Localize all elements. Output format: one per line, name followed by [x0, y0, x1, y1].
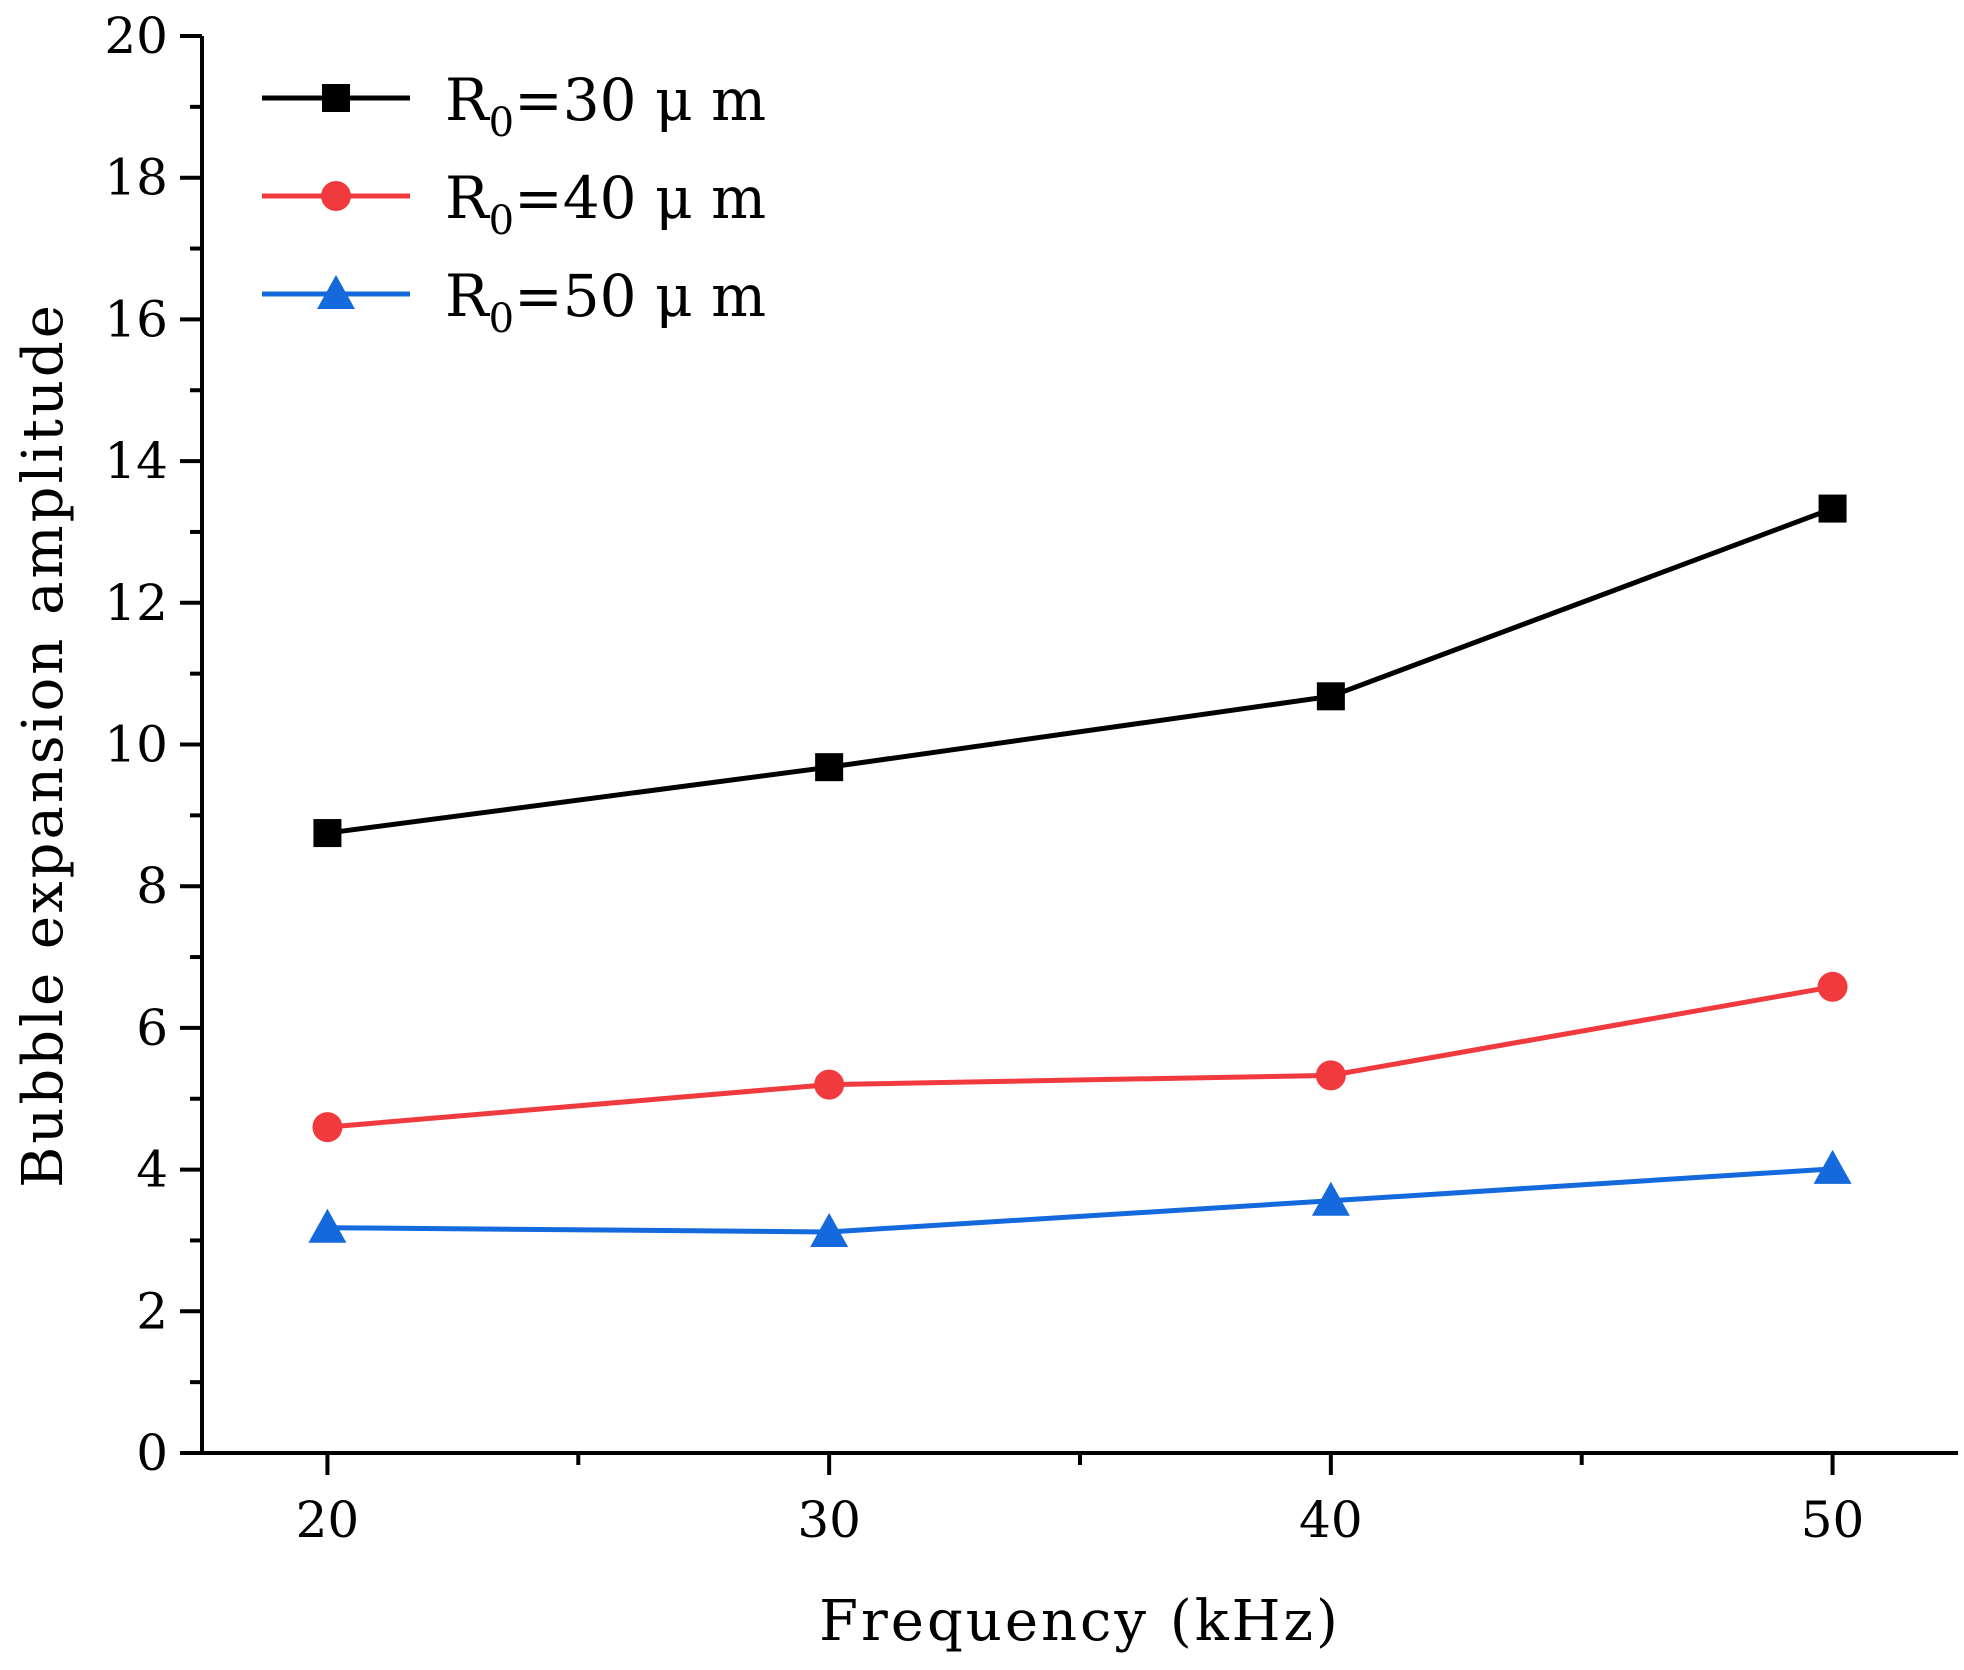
data-point-marker — [1316, 682, 1345, 711]
y-tick-label: 16 — [104, 290, 168, 348]
legend-label-rest: =50 μ m — [514, 262, 766, 330]
x-tick-label: 30 — [797, 1491, 861, 1549]
legend-label: R0=30 μ m — [445, 66, 766, 146]
legend-label-main: R — [445, 66, 491, 134]
legend-label-main: R — [445, 164, 491, 232]
data-point-marker — [1311, 1181, 1350, 1216]
x-axis-title: Frequency (kHz) — [819, 1589, 1341, 1654]
series-line — [327, 506, 1834, 836]
series-line — [327, 984, 1834, 1130]
data-point-marker — [815, 753, 844, 782]
data-point-marker — [308, 1208, 347, 1243]
data-point-marker — [312, 1112, 343, 1143]
y-ticks: 0 2 4 6 8 10 12 14 16 18 20 — [104, 7, 202, 1482]
series-group — [308, 494, 1852, 1247]
y-tick-label: 14 — [104, 432, 168, 490]
legend-label-sub: 0 — [489, 296, 514, 342]
data-point-marker — [313, 819, 342, 848]
legend-marker — [321, 181, 351, 211]
series-3 — [308, 1149, 1852, 1247]
data-point-marker — [1315, 1060, 1346, 1091]
data-point-marker — [1813, 1149, 1852, 1184]
y-tick-label: 18 — [104, 149, 168, 207]
x-ticks: 20 30 40 50 — [296, 1453, 1865, 1549]
y-axis-title: Bubble expansion amplitude — [11, 302, 76, 1188]
series-line — [327, 1166, 1833, 1235]
y-tick-label: 10 — [104, 716, 168, 774]
x-tick-label: 40 — [1299, 1491, 1363, 1549]
series-1 — [313, 494, 1847, 848]
data-point-marker — [1817, 971, 1848, 1002]
y-tick-label: 6 — [136, 999, 168, 1057]
data-point-marker — [810, 1212, 849, 1247]
legend: R0=30 μ mR0=40 μ mR0=50 μ m — [262, 66, 766, 342]
x-tick-label: 20 — [296, 1491, 360, 1549]
axes — [200, 36, 1958, 1455]
legend-label: R0=40 μ m — [445, 164, 766, 244]
y-tick-label: 20 — [104, 7, 168, 65]
x-tick-label: 50 — [1801, 1491, 1865, 1549]
series-2 — [312, 971, 1848, 1143]
legend-item: R0=40 μ m — [262, 164, 766, 244]
legend-label-sub: 0 — [489, 100, 514, 146]
y-tick-label: 8 — [136, 857, 168, 915]
legend-label-sub: 0 — [489, 198, 514, 244]
legend-item: R0=30 μ m — [262, 66, 766, 146]
legend-label-rest: =40 μ m — [514, 164, 766, 232]
legend-label-main: R — [445, 262, 491, 330]
y-tick-label: 12 — [104, 574, 168, 632]
data-point-marker — [1818, 494, 1847, 523]
legend-marker — [317, 275, 355, 309]
y-tick-label: 2 — [136, 1282, 168, 1340]
legend-label: R0=50 μ m — [445, 262, 766, 342]
y-tick-label: 0 — [136, 1424, 168, 1482]
y-tick-label: 4 — [136, 1141, 168, 1199]
legend-item: R0=50 μ m — [262, 262, 766, 342]
legend-label-rest: =30 μ m — [514, 66, 766, 134]
legend-marker — [322, 84, 350, 112]
data-point-marker — [814, 1069, 845, 1100]
